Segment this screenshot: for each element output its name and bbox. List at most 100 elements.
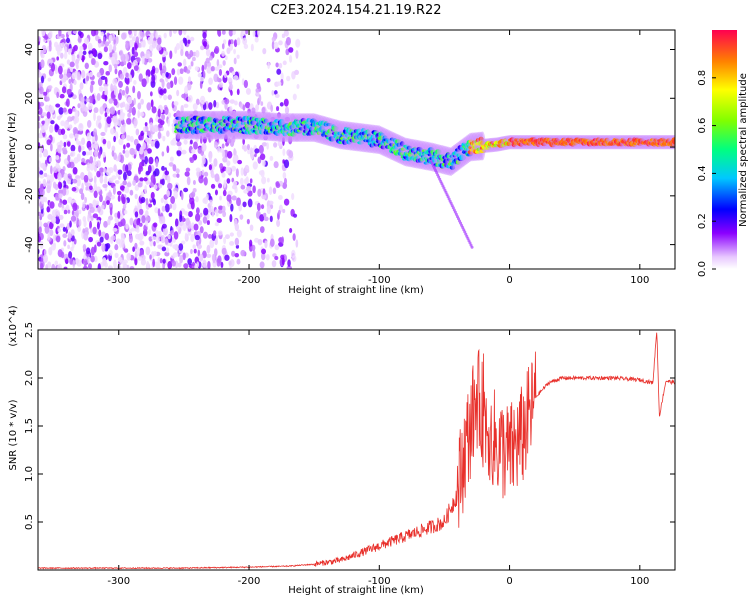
spectrogram-cell: [178, 30, 183, 36]
spectrogram-cell: [42, 178, 47, 187]
spectrogram-cell: [144, 184, 147, 194]
spectrogram-x-label: Height of straight line (km): [288, 285, 424, 296]
spectrogram-cell: [98, 229, 102, 237]
spectrogram-cell: [104, 232, 110, 241]
spectrogram-cell: [199, 212, 203, 218]
spectrogram-cell: [262, 212, 267, 217]
spectrogram-cell: [112, 45, 117, 52]
spectrogram-cell: [264, 240, 268, 249]
spectrogram-cell: [189, 36, 195, 42]
spectrogram-cell: [81, 137, 86, 146]
spectrogram-cell: [223, 179, 227, 189]
spectrogram-cell: [89, 206, 95, 214]
spectrogram-cell: [92, 226, 97, 235]
spectrogram-cell: [191, 56, 196, 62]
spectrogram-cell: [70, 150, 76, 157]
spectrogram-cell: [139, 152, 145, 160]
spectrogram-cell: [85, 151, 91, 156]
x-tick-label: 0: [506, 576, 512, 587]
spectrogram-cell: [236, 37, 241, 46]
spectrogram-cell: [150, 174, 156, 183]
figure-title: C2E3.2024.154.21.19.R22: [270, 3, 441, 18]
spectrogram-cell: [96, 160, 101, 168]
spectrogram-cell: [256, 202, 261, 212]
spectrogram-cell: [63, 141, 67, 148]
y-tick-label: 0.5: [24, 514, 35, 530]
spectrogram-cell: [221, 247, 227, 255]
spectrogram-cell: [79, 188, 84, 195]
spectrogram-cell: [207, 260, 211, 269]
colorbar-label: Normalized spectral amplitude: [738, 73, 749, 227]
spectrogram-cell: [110, 83, 114, 93]
spectrogram-cell: [229, 43, 234, 51]
spectrogram-cell: [108, 44, 113, 53]
spectrogram-cell: [95, 186, 101, 192]
spectrogram-cell: [127, 96, 133, 105]
spectrogram-cell: [234, 252, 240, 258]
spectrogram-cell: [242, 37, 248, 46]
spectrogram-cell: [96, 72, 101, 78]
spectrogram-cell: [98, 122, 102, 129]
spectrogram-cell: [281, 257, 285, 266]
spectrogram-cell: [249, 224, 254, 231]
spectrogram-cell: [87, 119, 92, 128]
spectrogram-cell: [172, 252, 179, 258]
spectrogram-cell: [176, 225, 180, 230]
spectrogram-cell: [266, 77, 271, 83]
spectrogram-cell: [87, 214, 90, 222]
spectrogram-cell: [73, 118, 77, 125]
spectrogram-cell: [287, 259, 291, 267]
spectrogram-cell: [123, 171, 127, 181]
spectrogram-cell: [39, 86, 44, 95]
spectrogram-cell: [279, 102, 284, 107]
snr-x-ticks: -300 -200 -100 0 100: [107, 330, 649, 587]
spectrogram-cell: [278, 62, 283, 69]
spectrogram-cell: [110, 128, 116, 135]
spectrogram-cell: [245, 87, 252, 95]
spectrogram-cell: [129, 189, 134, 196]
spectrogram-cell: [183, 139, 188, 145]
spectrogram-cell: [204, 61, 208, 70]
spectrogram-cell: [254, 148, 260, 154]
spectrogram-cell: [89, 220, 92, 230]
y-tick-label: -40: [24, 236, 35, 252]
spectrogram-cell: [236, 197, 241, 207]
spectrogram-cell: [268, 186, 273, 196]
spectrogram-cell: [80, 192, 85, 201]
spectrogram-cell: [40, 162, 45, 169]
spectrogram-cell: [96, 241, 102, 247]
spectrogram-cell: [277, 140, 283, 147]
spectrogram-cell: [161, 79, 165, 89]
spectrogram-cell: [112, 115, 118, 124]
spectrogram-cell: [64, 46, 68, 54]
spectrogram-cell: [228, 30, 234, 37]
spectrogram-cell: [120, 232, 125, 239]
spectrogram-cell: [70, 215, 77, 222]
spectrogram-cell: [137, 102, 142, 110]
spectrogram-cell: [72, 127, 78, 135]
spectrogram-cell: [166, 82, 171, 90]
spectrogram-cell: [247, 190, 253, 197]
spectrogram-cell: [122, 149, 126, 154]
spectrogram-cell: [182, 222, 187, 232]
spectrogram-cell: [208, 207, 212, 213]
spectrogram-cell: [213, 141, 219, 149]
spectrogram-cell: [67, 244, 70, 250]
spectrogram-cell: [51, 263, 56, 269]
spectrogram-cell: [149, 254, 152, 260]
spectrogram-cell: [671, 139, 675, 145]
spectrogram-cell: [189, 157, 195, 164]
spectrogram-cell: [121, 240, 125, 248]
spectrogram-cell: [68, 251, 73, 259]
snr-x-label: Height of straight line (km): [288, 585, 424, 596]
spectrogram-cell: [276, 68, 282, 75]
spectrogram-cell: [77, 30, 82, 36]
spectrogram-cell: [273, 142, 278, 148]
spectrogram-cell: [214, 173, 220, 182]
spectrogram-cell: [76, 178, 81, 187]
spectrogram-cell: [114, 180, 120, 185]
spectrogram-cell: [105, 107, 110, 115]
spectrogram-cell: [252, 30, 256, 38]
spectrogram-cell: [261, 248, 267, 255]
spectrogram-cell: [163, 94, 168, 101]
